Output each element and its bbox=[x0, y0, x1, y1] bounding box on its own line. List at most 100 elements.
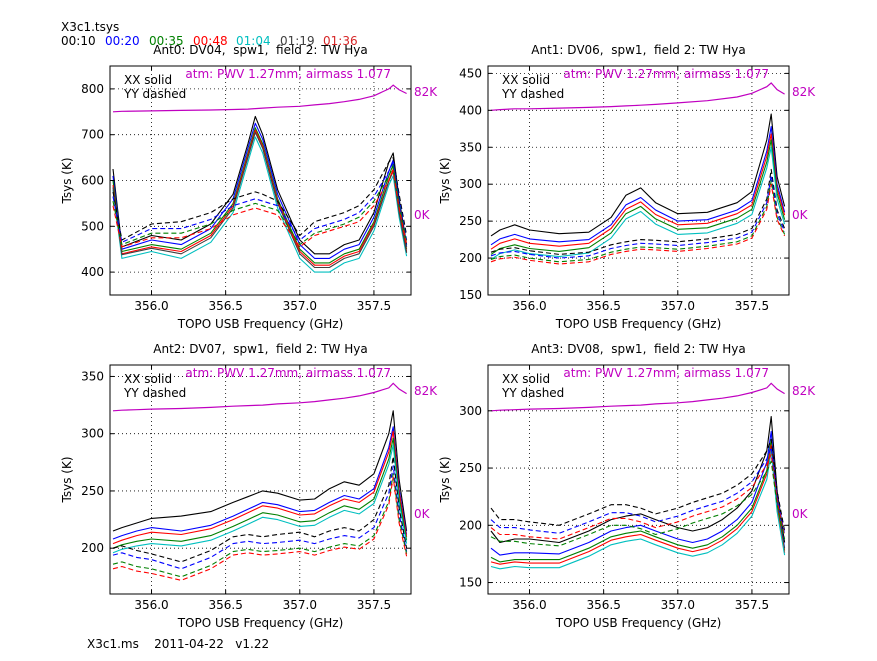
atm-transmission-line bbox=[490, 382, 785, 412]
header-time-label: 00:10 bbox=[61, 34, 96, 48]
plot-frame bbox=[109, 364, 412, 595]
series-line-xx bbox=[490, 438, 786, 563]
series-line-xx bbox=[490, 133, 786, 250]
atm-scale-label: 0K bbox=[414, 208, 431, 222]
x-tick-label: 356.0 bbox=[134, 598, 168, 612]
x-tick-label: 356.5 bbox=[586, 598, 620, 612]
atm-scale-label: 0K bbox=[792, 507, 809, 521]
series-line-yy bbox=[112, 157, 408, 241]
series-line-xx bbox=[112, 430, 408, 545]
y-tick-label: 250 bbox=[81, 484, 104, 498]
chart-title: Ant0: DV04, spw1, field 2: TW Hya bbox=[153, 43, 367, 57]
series-line-xx bbox=[490, 113, 786, 237]
plot-frame bbox=[487, 65, 790, 296]
series-line-xx bbox=[112, 127, 408, 264]
legend-text: XX solid bbox=[502, 372, 550, 386]
header-time-label: 00:35 bbox=[149, 34, 184, 48]
x-tick-label: 356.5 bbox=[208, 299, 242, 313]
series-line-xx bbox=[490, 146, 786, 260]
y-tick-label: 300 bbox=[459, 404, 482, 418]
x-tick-label: 357.0 bbox=[283, 598, 317, 612]
x-axis-label: TOPO USB Frequency (GHz) bbox=[555, 616, 722, 630]
series-line-xx bbox=[112, 410, 408, 532]
x-tick-label: 356.5 bbox=[208, 598, 242, 612]
series-line-yy bbox=[112, 465, 408, 570]
header-time-label: 00:20 bbox=[105, 34, 140, 48]
atm-scale-label: 82K bbox=[414, 384, 438, 398]
series-line-yy bbox=[112, 456, 408, 563]
series-line-xx bbox=[112, 437, 408, 549]
y-tick-label: 250 bbox=[459, 214, 482, 228]
x-tick-label: 357.5 bbox=[357, 299, 391, 313]
atm-label: atm: PWV 1.27mm, airmass 1.077 bbox=[563, 366, 769, 380]
x-tick-label: 357.5 bbox=[357, 598, 391, 612]
y-tick-label: 500 bbox=[81, 219, 104, 233]
series-line-yy bbox=[112, 476, 408, 581]
header-time-legend: 00:10 00:20 00:35 00:48 01:04 01:19 01:36 bbox=[61, 34, 358, 48]
chart-panel: 356.0 356.5 357.0 357.5 150 200 250 300 350 400 45… bbox=[438, 43, 816, 331]
atm-scale-label: 0K bbox=[792, 208, 809, 222]
y-tick-label: 200 bbox=[459, 518, 482, 532]
y-tick-label: 150 bbox=[459, 576, 482, 590]
y-tick-label: 800 bbox=[81, 82, 104, 96]
series-line-yy bbox=[490, 183, 786, 265]
x-tick-label: 356.0 bbox=[134, 299, 168, 313]
atm-scale-label: 82K bbox=[414, 85, 438, 99]
header-time-label: 01:04 bbox=[236, 34, 271, 48]
series-line-yy bbox=[490, 453, 786, 540]
header-time-label: 01:36 bbox=[323, 34, 358, 48]
series-line-yy bbox=[490, 174, 786, 259]
x-tick-label: 357.5 bbox=[735, 598, 769, 612]
y-tick-label: 200 bbox=[459, 251, 482, 265]
x-tick-label: 356.0 bbox=[512, 598, 546, 612]
atm-transmission-line bbox=[112, 84, 407, 113]
header-time-label: 01:19 bbox=[280, 34, 315, 48]
series-line-xx bbox=[112, 122, 408, 259]
legend-text: XX solid bbox=[124, 73, 172, 87]
series-line-xx bbox=[490, 139, 786, 255]
y-tick-label: 700 bbox=[81, 128, 104, 142]
y-tick-label: 150 bbox=[459, 288, 482, 302]
x-tick-label: 357.0 bbox=[283, 299, 317, 313]
plot-area bbox=[112, 84, 408, 273]
x-axis-label: TOPO USB Frequency (GHz) bbox=[555, 317, 722, 331]
chart-title: Ant2: DV07, spw1, field 2: TW Hya bbox=[153, 342, 367, 356]
atm-transmission-line bbox=[490, 82, 785, 111]
y-axis-label: Tsys (K) bbox=[60, 457, 74, 504]
x-tick-label: 356.5 bbox=[586, 299, 620, 313]
series-line-yy bbox=[112, 170, 408, 248]
y-axis-label: Tsys (K) bbox=[60, 158, 74, 205]
chart-panel: 356.0 356.5 357.0 357.5 400 500 600 700 800 Ant0:… bbox=[60, 43, 438, 331]
x-axis-label: TOPO USB Frequency (GHz) bbox=[177, 317, 344, 331]
legend-text: YY dashed bbox=[501, 87, 564, 101]
x-tick-label: 357.0 bbox=[661, 299, 695, 313]
legend-text: YY dashed bbox=[123, 87, 186, 101]
series-line-yy bbox=[490, 446, 786, 535]
y-tick-label: 400 bbox=[459, 103, 482, 117]
plot-frame bbox=[487, 364, 790, 595]
chart-panel: 356.0 356.5 357.0 357.5 200 250 300 350 Ant2: DV… bbox=[60, 342, 438, 630]
x-tick-label: 356.0 bbox=[512, 299, 546, 313]
series-line-xx bbox=[112, 426, 408, 540]
series-line-xx bbox=[112, 444, 408, 554]
y-axis-label: Tsys (K) bbox=[438, 158, 452, 205]
atm-label: atm: PWV 1.27mm, airmass 1.077 bbox=[185, 67, 391, 81]
plot-area bbox=[112, 382, 408, 581]
series-line-yy bbox=[112, 161, 408, 243]
footer-text: X3c1.ms 2011-04-22 v1.22 bbox=[87, 637, 269, 651]
y-tick-label: 350 bbox=[81, 369, 104, 383]
chart-panel: 356.0 356.5 357.0 357.5 150 200 250 300 Ant3: DV… bbox=[438, 342, 816, 630]
x-tick-label: 357.5 bbox=[735, 299, 769, 313]
x-axis-label: TOPO USB Frequency (GHz) bbox=[177, 616, 344, 630]
y-tick-label: 300 bbox=[459, 177, 482, 191]
header-filename: X3c1.tsys bbox=[61, 20, 119, 34]
series-line-yy bbox=[490, 168, 786, 255]
y-tick-label: 350 bbox=[459, 140, 482, 154]
series-line-xx bbox=[490, 430, 786, 556]
series-line-xx bbox=[112, 136, 408, 273]
series-line-yy bbox=[112, 166, 408, 246]
y-tick-label: 300 bbox=[81, 427, 104, 441]
x-tick-label: 357.0 bbox=[661, 598, 695, 612]
atm-label: atm: PWV 1.27mm, airmass 1.077 bbox=[185, 366, 391, 380]
